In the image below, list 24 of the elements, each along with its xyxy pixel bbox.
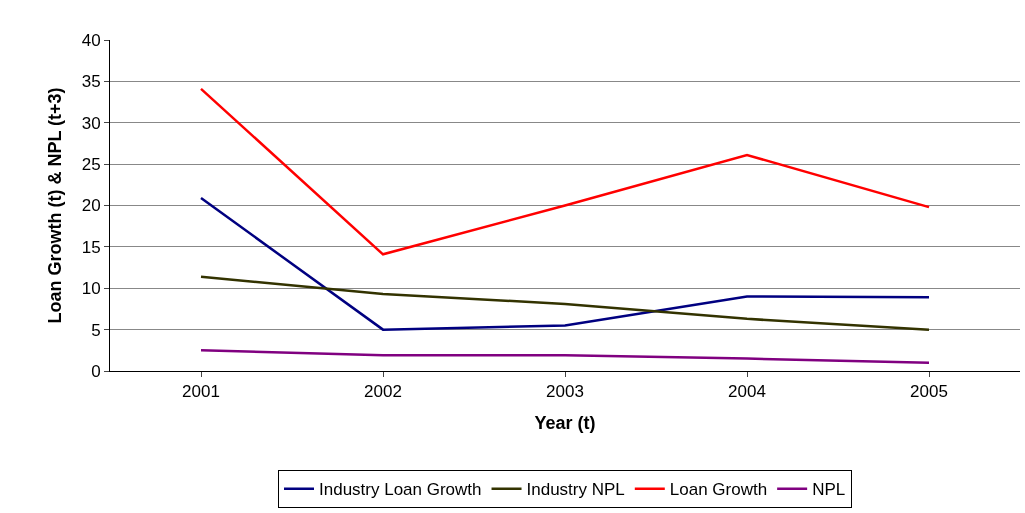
x-tick-label: 2003 xyxy=(546,382,584,402)
y-tick-label: 15 xyxy=(81,237,101,257)
line-series xyxy=(199,275,931,331)
y-tick-label: 40 xyxy=(81,30,101,50)
y-tick-label: 30 xyxy=(81,113,101,133)
line-series xyxy=(199,196,931,331)
y-axis-title: Loan Growth (t) & NPL (t+3) xyxy=(44,87,65,324)
x-tick-label: 2001 xyxy=(182,382,220,402)
legend-label: NPL xyxy=(812,480,846,500)
x-tick-label: 2002 xyxy=(364,382,402,402)
y-tick-label: 20 xyxy=(81,196,101,216)
y-tick-label: 5 xyxy=(91,320,101,340)
y-tick-label: 0 xyxy=(91,361,101,381)
line-series xyxy=(199,349,931,364)
y-tick-label: 25 xyxy=(81,155,101,175)
x-tick-label: 2005 xyxy=(910,382,948,402)
y-tick-label: 10 xyxy=(81,279,101,299)
legend-label: Industry NPL xyxy=(526,480,625,500)
x-axis-title: Year (t) xyxy=(534,412,596,433)
y-tick-label: 35 xyxy=(81,72,101,92)
legend-label: Loan Growth xyxy=(669,480,768,500)
line-series xyxy=(199,87,931,256)
legend-label: Industry Loan Growth xyxy=(319,480,482,500)
x-tick-label: 2004 xyxy=(728,382,766,402)
